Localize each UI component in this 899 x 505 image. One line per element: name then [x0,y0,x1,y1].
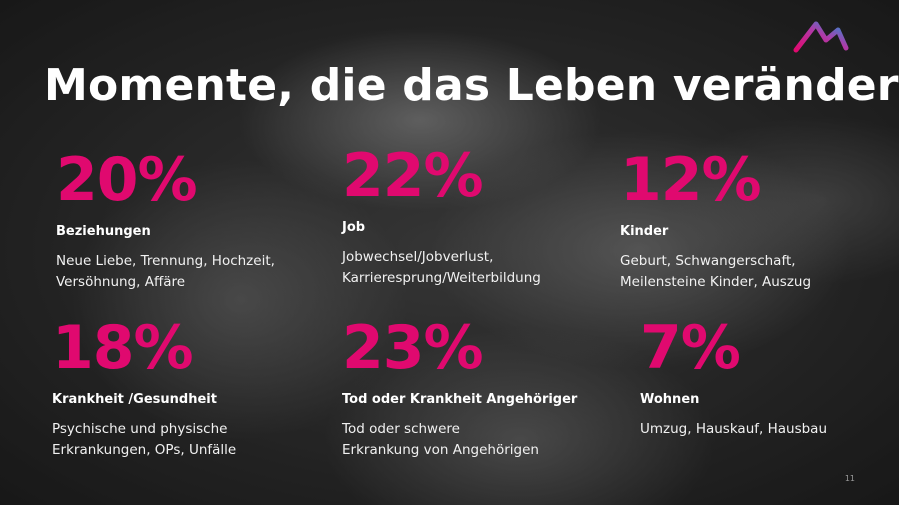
stat-percent: 22% [342,141,484,211]
stat-description: Tod oder schwere Erkrankung von Angehöri… [342,419,602,461]
stat-percent: 12% [620,145,762,215]
stat-description-line: Jobwechsel/Jobverlust, [342,249,494,265]
page-title: Momente, die das Leben verändern [44,60,899,111]
stat-job: 22% Job Jobwechsel/Jobverlust, Karrieres… [342,146,602,289]
stat-description-line: Meilensteine Kinder, Auszug [620,274,812,290]
stat-label: Kinder [620,224,669,239]
stat-kinder: 12% Kinder Geburt, Schwangerschaft, Meil… [620,150,880,293]
stat-label: Tod oder Krankheit Angehöriger [342,392,578,407]
stat-label: Krankheit /Gesundheit [52,392,217,407]
stat-description-line: Erkrankungen, OPs, Unfälle [52,442,237,458]
stat-label: Beziehungen [56,224,151,239]
stat-wohnen: 7% Wohnen Umzug, Hauskauf, Hausbau [640,318,899,440]
stat-beziehungen: 20% Beziehungen Neue Liebe, Trennung, Ho… [56,150,316,293]
stat-description: Geburt, Schwangerschaft, Meilensteine Ki… [620,251,880,293]
stat-krankheit-gesundheit: 18% Krankheit /Gesundheit Psychische und… [52,318,312,461]
stat-description-line: Karrieresprung/Weiterbildung [342,270,541,286]
brand-logo-icon [793,21,849,53]
stat-tod-krankheit-angehoeriger: 23% Tod oder Krankheit Angehöriger Tod o… [342,318,602,461]
stat-description-line: Umzug, Hauskauf, Hausbau [640,421,827,437]
stat-percent: 18% [52,313,194,383]
stat-description: Umzug, Hauskauf, Hausbau [640,419,899,440]
page-number: 11 [844,474,855,483]
stat-description-line: Geburt, Schwangerschaft, [620,253,796,269]
stat-label: Wohnen [640,392,700,407]
stat-description-line: Neue Liebe, Trennung, Hochzeit, [56,253,275,269]
stat-label: Job [342,220,366,235]
stat-description-line: Tod oder schwere [342,421,460,437]
stat-percent: 7% [640,313,741,383]
stat-description: Psychische und physische Erkrankungen, O… [52,419,312,461]
stat-percent: 20% [56,145,198,215]
stat-description: Neue Liebe, Trennung, Hochzeit, Versöhnu… [56,251,316,293]
stat-description: Jobwechsel/Jobverlust, Karrieresprung/We… [342,247,602,289]
stat-percent: 23% [342,313,484,383]
stat-description-line: Versöhnung, Affäre [56,274,186,290]
stat-description-line: Erkrankung von Angehörigen [342,442,539,458]
stat-description-line: Psychische und physische [52,421,228,437]
